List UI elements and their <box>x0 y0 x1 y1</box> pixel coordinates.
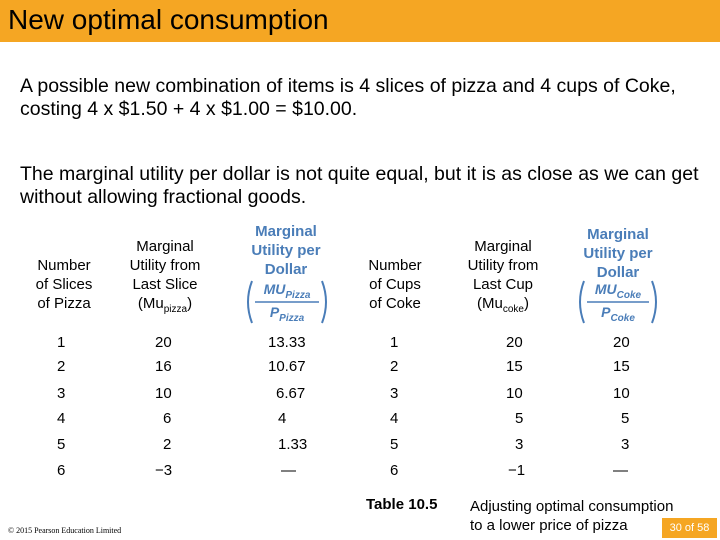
cell-pizza-mu: 6 <box>163 410 172 427</box>
pizza-fraction-den: PPizza <box>256 304 318 324</box>
coke-mu-symbol: (Mu <box>477 295 503 312</box>
header-pizza-mupd: Marginal Utility per Dollar <box>238 222 334 279</box>
cell-pizza-qty: 4 <box>57 410 66 427</box>
pizza-mu-close: ) <box>187 295 193 312</box>
header-coke-mupd-line3: Dollar <box>596 264 640 281</box>
table-caption-line2: to a lower price of pizza <box>470 517 628 534</box>
header-pizza-mu-line2: Utility from <box>129 257 201 274</box>
header-coke-mu-line1: Marginal <box>474 238 532 255</box>
cell-pizza-qty: 5 <box>57 436 66 453</box>
header-coke-mu: Marginal Utility from Last Cup (Mucoke) <box>448 237 558 319</box>
cell-pizza-mu: 16 <box>155 358 172 375</box>
cell-coke-qty: 5 <box>390 436 399 453</box>
cell-coke-mupd: 3 <box>621 436 630 453</box>
header-pizza-qty-line1: Number <box>37 257 91 274</box>
cell-coke-mu: 5 <box>515 410 524 427</box>
header-pizza-mupd-line3: Dollar <box>264 261 308 278</box>
cell-pizza-qty: 6 <box>57 462 66 479</box>
cell-coke-mu: 20 <box>506 334 523 351</box>
cell-coke-qty: 4 <box>390 410 399 427</box>
coke-fraction-num: MUCoke <box>588 281 648 301</box>
cell-pizza-qty: 1 <box>57 334 66 351</box>
cell-pizza-mupd: 13.33 <box>268 334 306 351</box>
cell-pizza-mu: −3 <box>155 462 173 479</box>
cell-coke-mupd: 10 <box>613 385 630 402</box>
cell-coke-qty: 2 <box>390 358 399 375</box>
cell-coke-qty: 3 <box>390 385 399 402</box>
slide-title: New optimal consumption <box>8 4 329 35</box>
coke-frac-num-sub: Coke <box>616 289 642 301</box>
coke-fraction: MUCoke PCoke <box>576 278 660 326</box>
header-pizza-mu: Marginal Utility from Last Slice (Mupizz… <box>110 237 220 319</box>
coke-frac-num-text: MU <box>594 281 617 297</box>
coke-fraction-parens <box>579 280 657 324</box>
pizza-mu-symbol: (Mu <box>137 295 164 312</box>
pizza-frac-num-text: MU <box>263 281 286 297</box>
cell-coke-mu: 3 <box>515 436 524 453</box>
header-pizza-mupd-line1: Marginal <box>255 223 317 240</box>
header-pizza-mu-symbol: (Mupizza) <box>110 294 220 319</box>
header-coke-mu-line3: Last Cup <box>472 276 534 293</box>
coke-fraction-den: PCoke <box>588 304 648 324</box>
pizza-frac-den-sub: Pizza <box>279 312 305 324</box>
pizza-mu-sub: pizza <box>163 304 188 315</box>
cell-coke-mu: 10 <box>506 385 523 402</box>
cell-pizza-mu: 10 <box>155 385 172 402</box>
header-coke-mupd: Marginal Utility per Dollar <box>570 225 666 282</box>
cell-pizza-mupd: 4 <box>278 410 287 427</box>
header-pizza-mu-line1: Marginal <box>136 238 194 255</box>
paragraph-marginal-utility: The marginal utility per dollar is not q… <box>20 163 699 208</box>
header-coke-qty: Number of Cups of Coke <box>350 256 440 313</box>
pizza-fraction-parens <box>247 280 327 324</box>
cell-pizza-mupd: 10.67 <box>268 358 306 375</box>
cell-pizza-qty: 2 <box>57 358 66 375</box>
coke-mu-sub: coke <box>502 304 524 315</box>
pizza-fraction: MUPizza PPizza <box>244 278 330 326</box>
cell-coke-mu: −1 <box>508 462 526 479</box>
page-number: 30 of 58 <box>662 518 717 538</box>
header-pizza-qty-line2: of Slices <box>35 276 93 293</box>
cell-coke-qty: 1 <box>390 334 399 351</box>
cell-coke-mupd: 5 <box>621 410 630 427</box>
table-caption-line1: Adjusting optimal consumption <box>470 498 674 515</box>
pizza-fraction-num: MUPizza <box>256 281 318 301</box>
cell-pizza-qty: 3 <box>57 385 66 402</box>
cell-pizza-mupd: — <box>281 462 296 479</box>
pizza-frac-den-text: P <box>269 304 280 320</box>
title-bar: New optimal consumption <box>0 0 720 42</box>
cell-pizza-mupd: 1.33 <box>278 436 308 453</box>
cell-pizza-mu: 2 <box>163 436 172 453</box>
header-pizza-qty: Number of Slices of Pizza <box>18 256 110 313</box>
cell-coke-mu: 15 <box>506 358 523 375</box>
cell-coke-mupd: 15 <box>613 358 630 375</box>
cell-pizza-mupd: 6.67 <box>276 385 306 402</box>
header-coke-qty-line2: of Cups <box>369 276 421 293</box>
header-coke-mu-line2: Utility from <box>467 257 539 274</box>
paragraph-combination: A possible new combination of items is 4… <box>20 75 676 120</box>
header-pizza-qty-line3: of Pizza <box>37 295 91 312</box>
coke-frac-den-sub: Coke <box>610 312 635 324</box>
cell-coke-qty: 6 <box>390 462 399 479</box>
table-label: Table 10.5 <box>366 496 438 513</box>
header-pizza-mu-line3: Last Slice <box>132 276 198 293</box>
header-coke-mupd-line2: Utility per <box>583 245 653 262</box>
table-caption: Adjusting optimal consumption to a lower… <box>470 497 710 535</box>
header-coke-qty-line3: of Coke <box>369 295 421 312</box>
header-pizza-mupd-line2: Utility per <box>251 242 321 259</box>
coke-frac-den-text: P <box>601 304 611 320</box>
header-coke-mupd-line1: Marginal <box>587 226 649 243</box>
cell-coke-mupd: 20 <box>613 334 630 351</box>
header-coke-qty-line1: Number <box>368 257 422 274</box>
cell-pizza-mu: 20 <box>155 334 172 351</box>
header-coke-mu-symbol: (Mucoke) <box>448 294 558 319</box>
pizza-frac-num-sub: Pizza <box>285 289 311 301</box>
coke-mu-close: ) <box>523 295 529 312</box>
cell-coke-mupd: — <box>613 462 628 479</box>
copyright: © 2015 Pearson Education Limited <box>8 526 122 535</box>
